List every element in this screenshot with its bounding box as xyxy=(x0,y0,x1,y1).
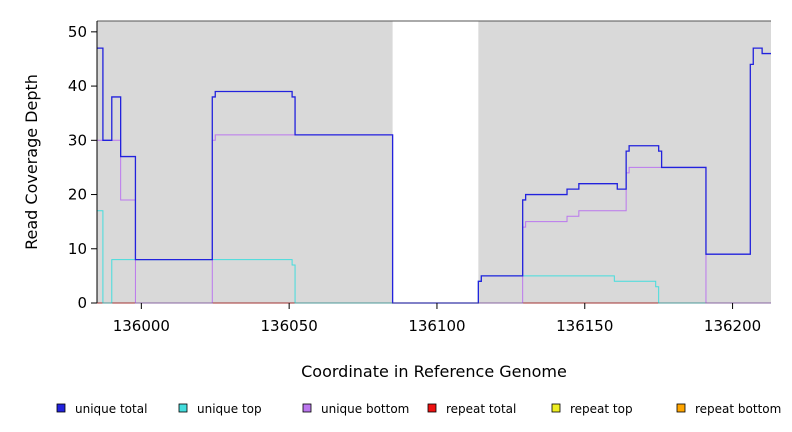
legend-swatch xyxy=(178,403,188,413)
legend-label: unique total xyxy=(75,402,147,416)
legend-item-repeat-total: repeat total xyxy=(427,402,516,416)
y-tick-label: 30 xyxy=(68,131,87,149)
shaded-region-0 xyxy=(97,21,393,303)
axes-layer: 136000 136050 136100 136150 136200 0 10 20 30 40 5… xyxy=(68,20,771,335)
plot-background xyxy=(97,21,771,303)
legend-item-unique-bottom: unique bottom xyxy=(302,402,409,416)
series-line-unique-total xyxy=(97,47,771,304)
legend-item-unique-top: unique top xyxy=(178,402,262,416)
legend-item-repeat-bottom: repeat bottom xyxy=(676,402,781,416)
y-axis-title: Read Coverage Depth xyxy=(22,74,41,250)
legend-swatch xyxy=(676,403,686,413)
y-tick-label: 0 xyxy=(77,294,87,312)
x-tick-label: 136100 xyxy=(408,317,465,335)
y-tick-label: 10 xyxy=(68,240,87,258)
shaded-region-1 xyxy=(478,21,771,303)
x-tick-label: 136000 xyxy=(113,317,170,335)
legend-label: unique bottom xyxy=(321,402,409,416)
legend: unique total unique top unique bottom repea… xyxy=(56,402,781,416)
legend-label: unique top xyxy=(197,402,262,416)
x-tick-label: 136150 xyxy=(556,317,613,335)
legend-item-repeat-top: repeat top xyxy=(551,402,633,416)
y-tick-label: 50 xyxy=(68,23,87,41)
x-axis-title: Coordinate in Reference Genome xyxy=(301,362,567,381)
legend-swatch xyxy=(427,403,437,413)
legend-swatch xyxy=(302,403,312,413)
legend-label: repeat bottom xyxy=(695,402,781,416)
legend-swatch xyxy=(56,403,66,413)
y-tick-label: 20 xyxy=(68,186,87,204)
y-tick-label: 40 xyxy=(68,77,87,95)
legend-label: repeat total xyxy=(446,402,516,416)
legend-item-unique-total: unique total xyxy=(56,402,147,416)
legend-swatch xyxy=(551,403,561,413)
x-tick-label: 136200 xyxy=(704,317,761,335)
legend-label: repeat top xyxy=(570,402,633,416)
x-tick-label: 136050 xyxy=(261,317,318,335)
